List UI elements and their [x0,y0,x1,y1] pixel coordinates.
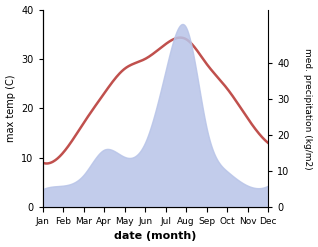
Y-axis label: max temp (C): max temp (C) [5,75,16,142]
Y-axis label: med. precipitation (kg/m2): med. precipitation (kg/m2) [303,48,313,169]
X-axis label: date (month): date (month) [114,231,197,242]
